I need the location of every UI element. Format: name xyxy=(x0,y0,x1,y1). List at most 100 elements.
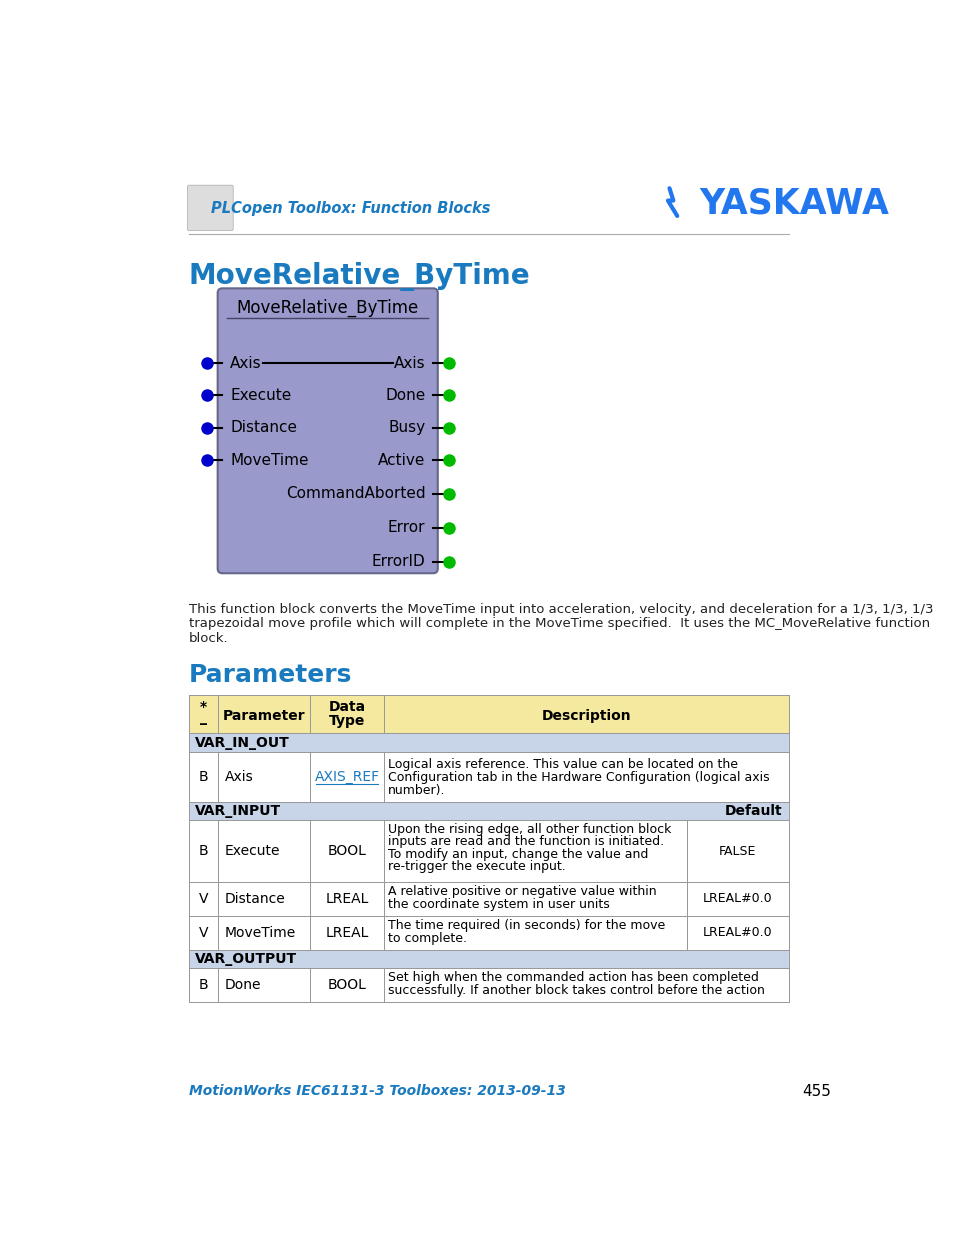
Bar xyxy=(218,916,310,950)
Bar xyxy=(310,820,384,882)
Text: successfully. If another block takes control before the action: successfully. If another block takes con… xyxy=(388,984,764,997)
Bar xyxy=(686,820,788,882)
Bar xyxy=(384,916,686,950)
Text: Done: Done xyxy=(224,978,261,992)
Text: BOOL: BOOL xyxy=(327,978,366,992)
Text: Type: Type xyxy=(329,714,365,729)
Text: the coordinate system in user units: the coordinate system in user units xyxy=(388,898,609,911)
Text: LREAL#0.0: LREAL#0.0 xyxy=(702,926,772,940)
Bar xyxy=(218,968,310,1002)
Bar xyxy=(384,882,686,916)
Text: LREAL: LREAL xyxy=(325,926,369,940)
Bar xyxy=(189,695,788,734)
Bar xyxy=(189,916,218,950)
Bar xyxy=(189,916,788,950)
Bar xyxy=(189,752,218,802)
Text: LREAL#0.0: LREAL#0.0 xyxy=(702,893,772,905)
Text: V: V xyxy=(199,892,209,906)
Text: Execute: Execute xyxy=(224,845,280,858)
Bar xyxy=(189,802,788,820)
Text: B: B xyxy=(199,845,209,858)
Bar xyxy=(189,820,788,882)
Text: Distance: Distance xyxy=(224,892,285,906)
Text: re-trigger the execute input.: re-trigger the execute input. xyxy=(388,860,565,873)
Bar xyxy=(384,695,788,734)
Text: inputs are read and the function is initiated.: inputs are read and the function is init… xyxy=(388,835,663,848)
Text: Default: Default xyxy=(724,804,781,818)
Bar xyxy=(218,695,310,734)
Bar xyxy=(218,752,310,802)
Bar xyxy=(218,820,310,882)
Text: _: _ xyxy=(200,711,207,725)
FancyBboxPatch shape xyxy=(217,288,437,573)
Bar xyxy=(189,734,788,752)
Bar xyxy=(189,752,788,802)
Text: Upon the rising edge, all other function block: Upon the rising edge, all other function… xyxy=(388,824,671,836)
Bar xyxy=(310,968,384,1002)
Text: Execute: Execute xyxy=(230,388,291,403)
Text: MotionWorks IEC61131-3 Toolboxes: 2013-09-13: MotionWorks IEC61131-3 Toolboxes: 2013-0… xyxy=(189,1084,565,1098)
Text: Description: Description xyxy=(541,709,631,724)
Text: *: * xyxy=(200,700,207,714)
Bar xyxy=(686,882,788,916)
Text: to complete.: to complete. xyxy=(388,931,467,945)
Text: YASKAWA: YASKAWA xyxy=(699,186,888,221)
Bar xyxy=(189,734,788,752)
Bar xyxy=(384,752,788,802)
Bar xyxy=(310,882,384,916)
Text: block.: block. xyxy=(189,632,229,645)
Bar xyxy=(686,916,788,950)
Bar xyxy=(189,882,788,916)
Bar xyxy=(189,802,788,820)
Text: MoveRelative_ByTime: MoveRelative_ByTime xyxy=(236,299,418,317)
Text: CommandAborted: CommandAborted xyxy=(286,487,425,501)
Bar xyxy=(189,695,218,734)
Bar xyxy=(310,695,384,734)
Text: LREAL: LREAL xyxy=(325,892,369,906)
Bar xyxy=(189,968,218,1002)
Text: Parameter: Parameter xyxy=(223,709,305,724)
Text: trapezoidal move profile which will complete in the MoveTime specified.  It uses: trapezoidal move profile which will comp… xyxy=(189,618,929,630)
Text: Done: Done xyxy=(385,388,425,403)
Text: Distance: Distance xyxy=(230,420,296,435)
Bar xyxy=(189,968,788,1002)
Text: Data: Data xyxy=(328,700,365,714)
Bar xyxy=(189,695,788,734)
Text: PLCopen Toolbox: Function Blocks: PLCopen Toolbox: Function Blocks xyxy=(211,201,490,216)
Text: MoveRelative_ByTime: MoveRelative_ByTime xyxy=(189,262,530,291)
Text: B: B xyxy=(199,769,209,784)
Text: 455: 455 xyxy=(801,1084,830,1099)
Bar xyxy=(218,882,310,916)
Text: V: V xyxy=(199,926,209,940)
Text: The time required (in seconds) for the move: The time required (in seconds) for the m… xyxy=(388,919,665,931)
Text: VAR_INPUT: VAR_INPUT xyxy=(195,804,281,818)
Text: FALSE: FALSE xyxy=(719,845,756,858)
Bar xyxy=(189,950,788,968)
Text: Axis: Axis xyxy=(224,769,253,784)
Bar xyxy=(384,820,686,882)
Text: Logical axis reference. This value can be located on the: Logical axis reference. This value can b… xyxy=(388,758,738,771)
Text: A relative positive or negative value within: A relative positive or negative value wi… xyxy=(388,884,656,898)
Text: This function block converts the MoveTime input into acceleration, velocity, and: This function block converts the MoveTim… xyxy=(189,603,933,615)
Text: BOOL: BOOL xyxy=(327,845,366,858)
Bar xyxy=(310,752,384,802)
Text: AXIS_REF: AXIS_REF xyxy=(314,769,379,784)
Bar xyxy=(310,916,384,950)
Bar xyxy=(189,950,788,968)
Text: Parameters: Parameters xyxy=(189,662,352,687)
Text: Set high when the commanded action has been completed: Set high when the commanded action has b… xyxy=(388,971,759,984)
Text: Configuration tab in the Hardware Configuration (logical axis: Configuration tab in the Hardware Config… xyxy=(388,771,769,784)
Text: MoveTime: MoveTime xyxy=(224,926,295,940)
Text: Axis: Axis xyxy=(230,356,261,370)
FancyBboxPatch shape xyxy=(187,185,233,231)
Text: Axis: Axis xyxy=(394,356,425,370)
Text: VAR_IN_OUT: VAR_IN_OUT xyxy=(195,736,290,750)
Text: Active: Active xyxy=(377,452,425,468)
Text: To modify an input, change the value and: To modify an input, change the value and xyxy=(388,847,648,861)
Text: VAR_OUTPUT: VAR_OUTPUT xyxy=(195,952,297,966)
Bar xyxy=(189,882,218,916)
Text: ErrorID: ErrorID xyxy=(372,555,425,569)
Text: B: B xyxy=(199,978,209,992)
Bar xyxy=(189,820,218,882)
Text: Busy: Busy xyxy=(388,420,425,435)
